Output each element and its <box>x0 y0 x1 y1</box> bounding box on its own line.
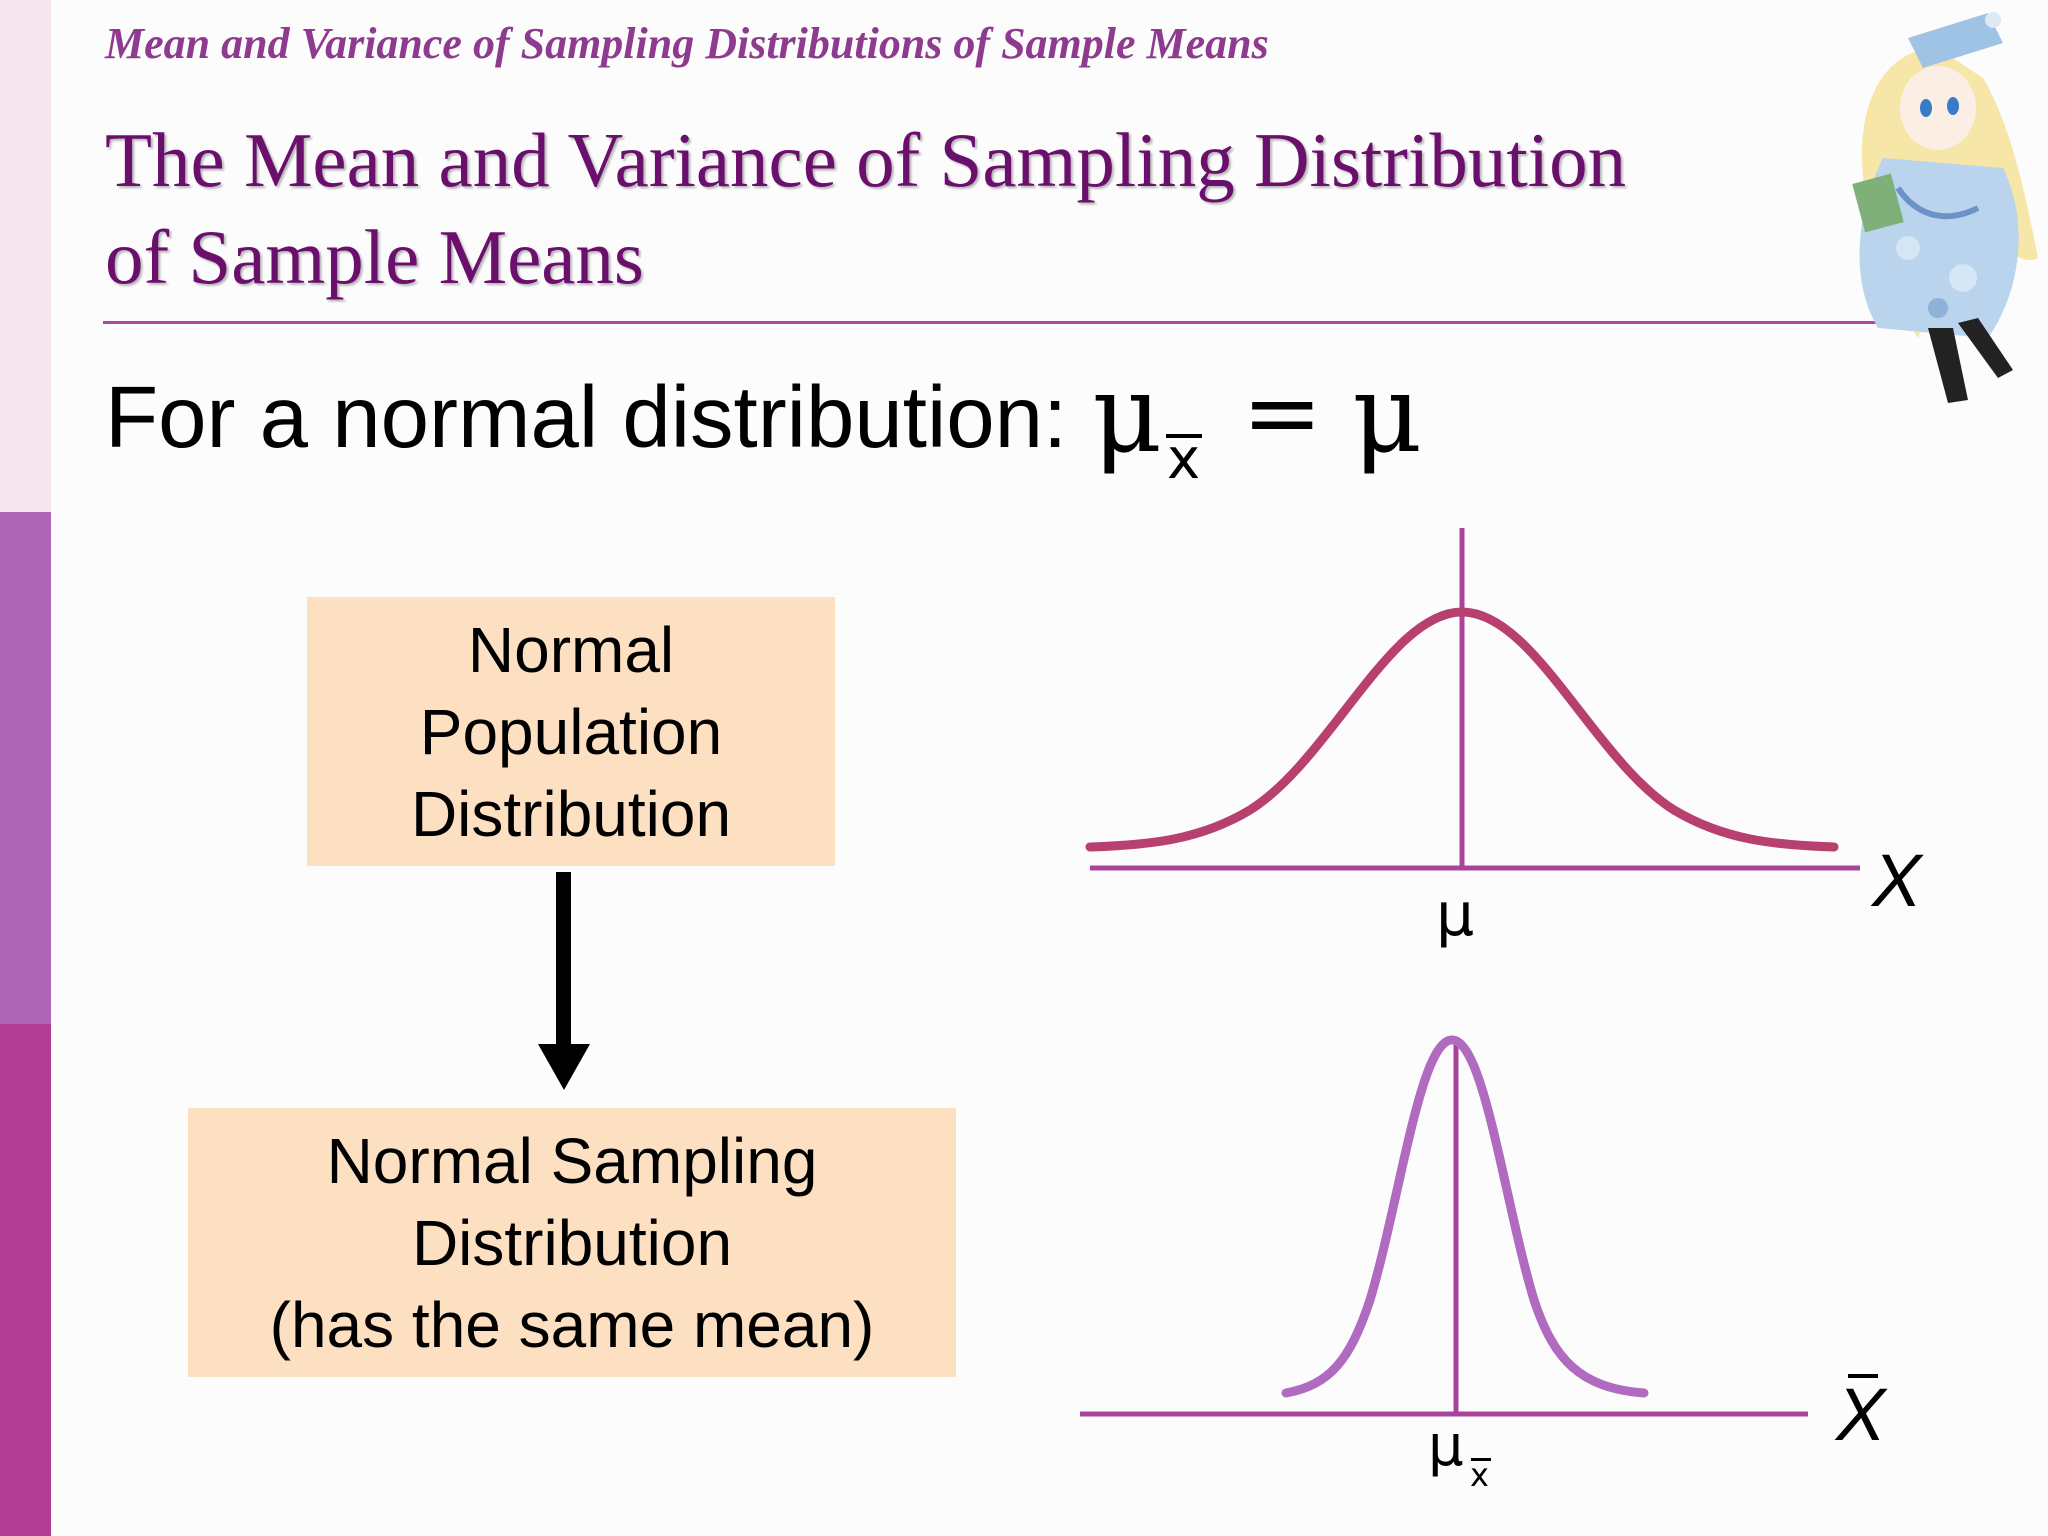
sampling-tick-subscript: x <box>1470 1456 1489 1494</box>
mascot-hat <box>1908 12 2003 68</box>
mascot-book <box>1852 173 1904 233</box>
population-normal-curve <box>1085 607 1839 852</box>
sampling-box-line-2: Distribution <box>411 1206 733 1279</box>
mean-equality-formula: μ x = μ <box>1092 350 1452 500</box>
sampling-normal-curve <box>1281 1035 1649 1398</box>
mascot-legs <box>1928 318 2013 403</box>
sidebar-band-bottom <box>0 1024 51 1536</box>
sampling-tick-subscript-overline <box>1471 1458 1491 1461</box>
sampling-box-line-1: Normal Sampling <box>326 1124 818 1197</box>
sampling-mean-tick-label: μ <box>1428 1414 1464 1479</box>
population-box-line-1: Normal <box>467 613 675 686</box>
normal-population-distribution-box: Normal Population Distribution <box>307 597 835 866</box>
sampling-axis-label: X <box>1836 1373 1886 1456</box>
population-axis-label: X <box>1872 839 1922 922</box>
normal-sampling-distribution-box: Normal Sampling Distribution (has the sa… <box>188 1108 956 1377</box>
down-arrow-shaft <box>556 872 571 1047</box>
title-divider <box>103 321 1903 324</box>
formula-equals-sign: = <box>1242 357 1323 469</box>
slide-title: The Mean and Variance of Sampling Distri… <box>105 112 1745 306</box>
formula-mu-x-bar: μ <box>1092 352 1163 477</box>
formula-subscript-x: x <box>1167 427 1201 492</box>
population-box-line-2: Population <box>419 695 723 768</box>
mascot-face <box>1900 66 1976 150</box>
slide-title-line-2: of Sample Means <box>105 214 644 300</box>
normal-distribution-statement: For a normal distribution: <box>105 369 1068 466</box>
population-box-line-3: Distribution <box>410 777 732 850</box>
header-subtitle: Mean and Variance of Sampling Distributi… <box>105 19 1269 68</box>
down-arrow-head-icon <box>538 1044 590 1090</box>
sampling-box-line-3: (has the same mean) <box>269 1288 875 1361</box>
sidebar-band-top <box>0 0 51 512</box>
formula-subscript-overline <box>1166 434 1202 438</box>
slide-title-line-1: The Mean and Variance of Sampling Distri… <box>105 117 1627 203</box>
mascot-kimono <box>1859 158 2019 338</box>
sidebar-band-middle <box>0 512 51 1024</box>
formula-mu: μ <box>1352 352 1423 477</box>
population-mean-tick-label: μ <box>1436 880 1475 950</box>
anime-mascot-illustration <box>1852 12 2038 403</box>
sampling-axis-label-overline <box>1848 1374 1878 1378</box>
